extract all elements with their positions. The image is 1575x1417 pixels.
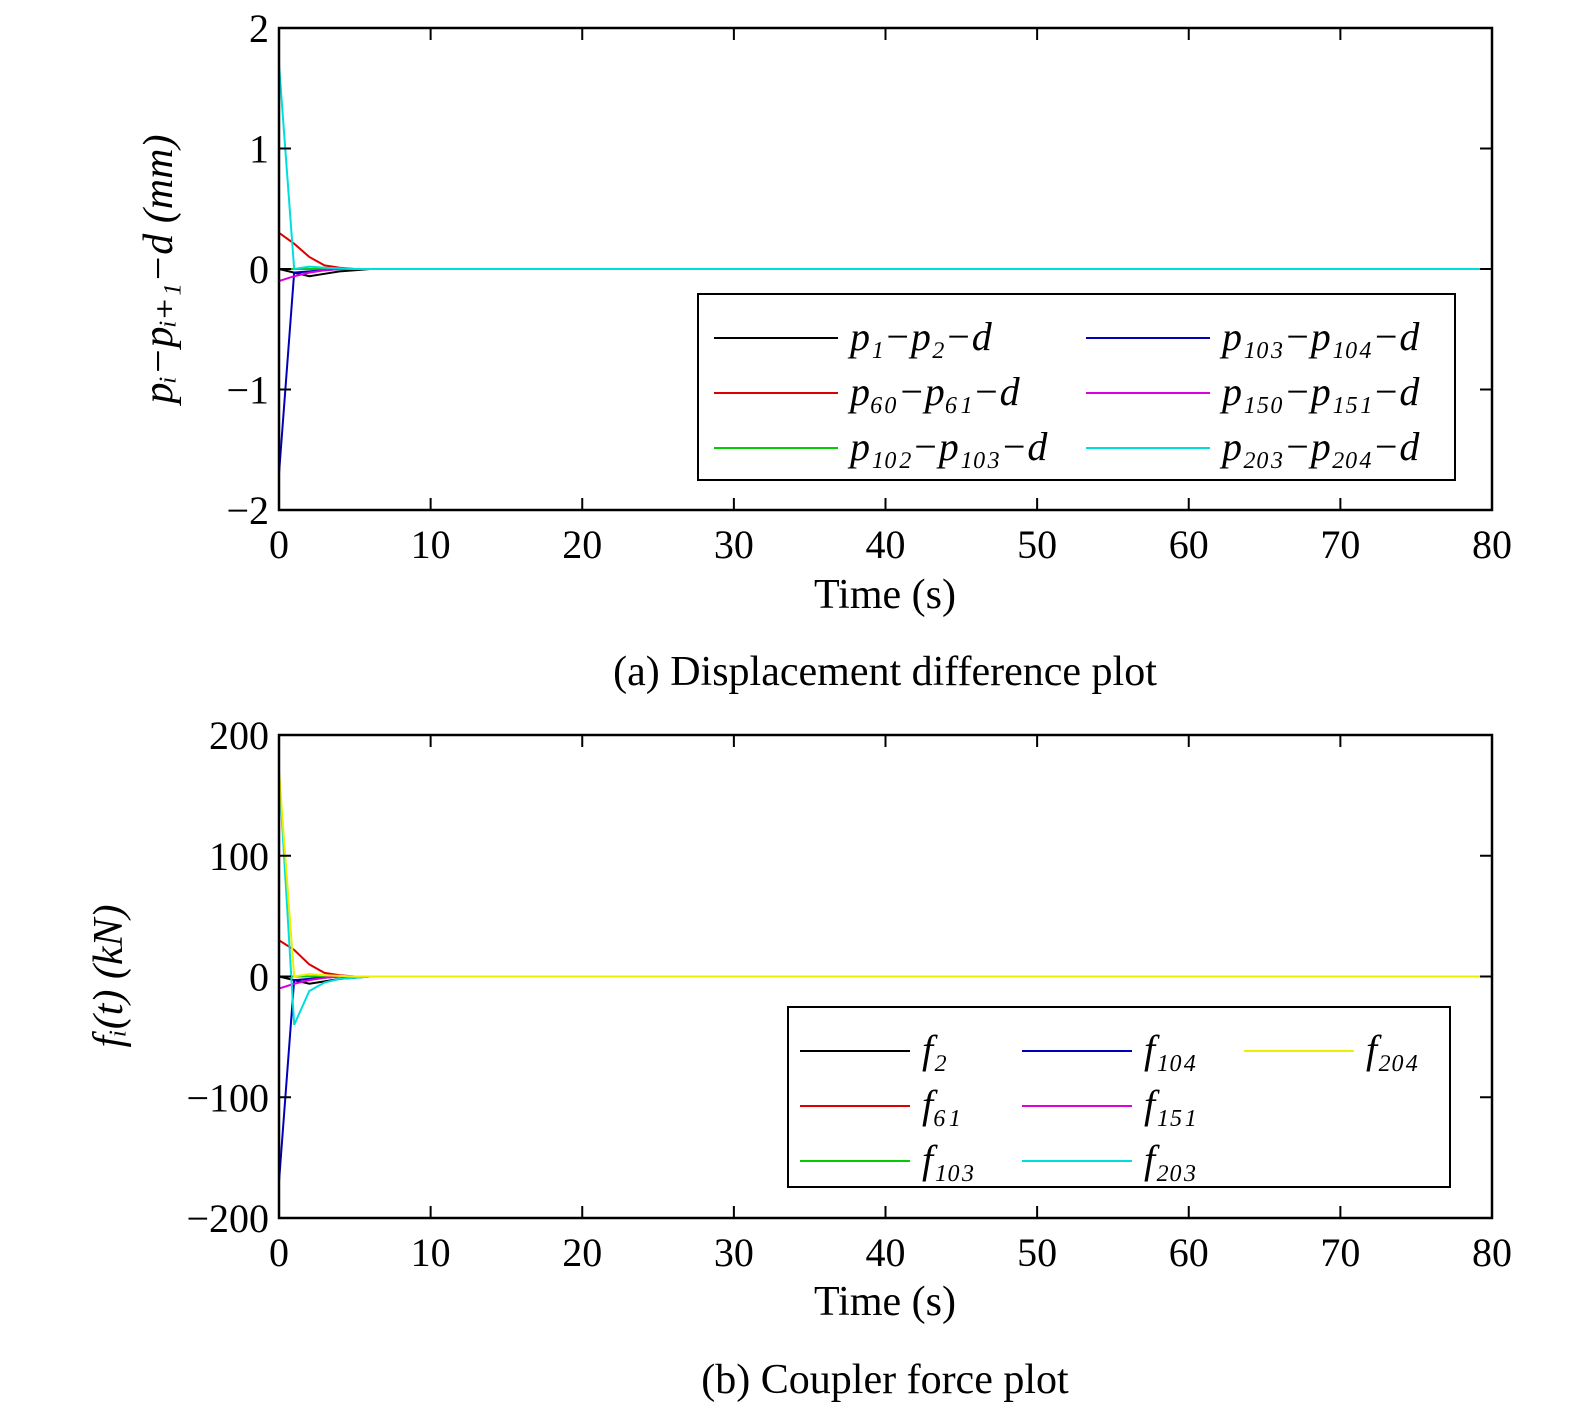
chart-caption: (b) Coupler force plot	[701, 1357, 1069, 1403]
legend-item: f₂₀₃	[1022, 1137, 1197, 1182]
legend-item: f₁₀₃	[800, 1137, 975, 1182]
legend-item: p₁₀₂−p₁₀₃−d	[714, 424, 1048, 469]
y-tick-label: 2	[249, 6, 269, 51]
legend: f₂ f₆₁ f₁₀₃ f₁₀₄ f₁₅₁ f₂₀₃ f₂₀₄	[787, 1006, 1451, 1188]
legend-item: f₆₁	[800, 1082, 961, 1127]
legend-label: f₂₀₃	[1144, 1137, 1197, 1182]
x-axis-label: Time (s)	[814, 1279, 956, 1325]
series-group	[278, 771, 1492, 1182]
y-tick-label: 0	[249, 955, 269, 1000]
y-tick-label: −100	[186, 1075, 269, 1120]
legend-item: p₁₀₃−p₁₀₄−d	[1086, 314, 1420, 359]
series-line-0	[278, 975, 1492, 985]
x-tick-label: 0	[269, 1230, 289, 1275]
x-tick-label: 20	[562, 522, 602, 567]
legend-item: f₂₀₄	[1244, 1027, 1419, 1072]
legend-item: p₂₀₃−p₂₀₄−d	[1086, 424, 1420, 469]
legend-label: p₁₅₀−p₁₅₁−d	[1219, 369, 1420, 414]
x-tick-label: 70	[1320, 1230, 1360, 1275]
x-axis-label: Time (s)	[814, 572, 956, 618]
legend-label: f₆₁	[922, 1082, 961, 1127]
y-tick-label: −2	[226, 488, 269, 533]
x-tick-label: 50	[1017, 1230, 1057, 1275]
y-axis-label: pᵢ−pᵢ₊₁−d (mm)	[136, 135, 182, 407]
x-tick-label: 0	[269, 522, 289, 567]
legend-item: p₁−p₂−d	[714, 314, 993, 359]
legend-label: f₁₅₁	[1144, 1082, 1197, 1127]
x-tick-label: 10	[411, 1230, 451, 1275]
legend-label: p₆₀−p₆₁−d	[847, 369, 1021, 414]
y-tick-label: 100	[209, 834, 269, 879]
x-tick-label: 80	[1472, 522, 1512, 567]
series-line-1	[278, 939, 1492, 978]
y-tick-label: 0	[249, 247, 269, 292]
legend-label: p₁₀₃−p₁₀₄−d	[1219, 314, 1420, 359]
x-tick-label: 30	[714, 522, 754, 567]
y-tick-label: −1	[226, 368, 269, 413]
series-line-4	[278, 975, 1492, 990]
x-tick-label: 10	[411, 522, 451, 567]
x-tick-label: 40	[866, 1230, 906, 1275]
series-line-4	[278, 268, 1492, 283]
chart-b: 0 10 20 30 40 50 60 70 80 200 100 0 −100 −200 Time (s)…	[86, 713, 1512, 1403]
series-line-6	[278, 771, 1492, 978]
legend-item: p₁₅₀−p₁₅₁−d	[1086, 369, 1420, 414]
legend-item: f₂	[800, 1027, 947, 1072]
legend-item: f₁₀₄	[1022, 1027, 1197, 1072]
legend-item: f₁₅₁	[1022, 1082, 1197, 1127]
legend-label: f₁₀₃	[922, 1137, 975, 1182]
series-line-0	[278, 268, 1492, 278]
legend-label: f₂₀₄	[1366, 1027, 1419, 1072]
x-tick-label: 40	[866, 522, 906, 567]
legend: p₁−p₂−d p₆₀−p₆₁−d p₁₀₂−p₁₀₃−d p₁₀₃−p₁₀₄−d p₁…	[697, 293, 1456, 481]
y-tick-label: −200	[186, 1196, 269, 1241]
x-tick-label: 60	[1169, 1230, 1209, 1275]
legend-label: f₂	[922, 1027, 947, 1072]
series-line-5	[278, 771, 1492, 1026]
legend-label: p₂₀₃−p₂₀₄−d	[1219, 424, 1420, 469]
legend-label: p₁−p₂−d	[847, 314, 993, 359]
x-tick-label: 50	[1017, 522, 1057, 567]
series-line-1	[278, 232, 1492, 270]
chart-caption: (a) Displacement difference plot	[613, 649, 1157, 695]
series-group	[278, 64, 1492, 474]
legend-item: p₆₀−p₆₁−d	[714, 369, 1021, 414]
x-tick-label: 30	[714, 1230, 754, 1275]
x-tick-label: 70	[1320, 522, 1360, 567]
x-tick-label: 60	[1169, 522, 1209, 567]
y-tick-label: 200	[209, 713, 269, 758]
legend-label: f₁₀₄	[1144, 1027, 1197, 1072]
x-tick-label: 80	[1472, 1230, 1512, 1275]
series-line-5	[278, 64, 1492, 271]
y-axis-label: fᵢ(t) (kN)	[86, 904, 132, 1047]
legend-label: p₁₀₂−p₁₀₃−d	[847, 424, 1048, 469]
x-tick-label: 20	[562, 1230, 602, 1275]
legend-box	[787, 1006, 1451, 1188]
y-tick-label: 1	[249, 127, 269, 172]
